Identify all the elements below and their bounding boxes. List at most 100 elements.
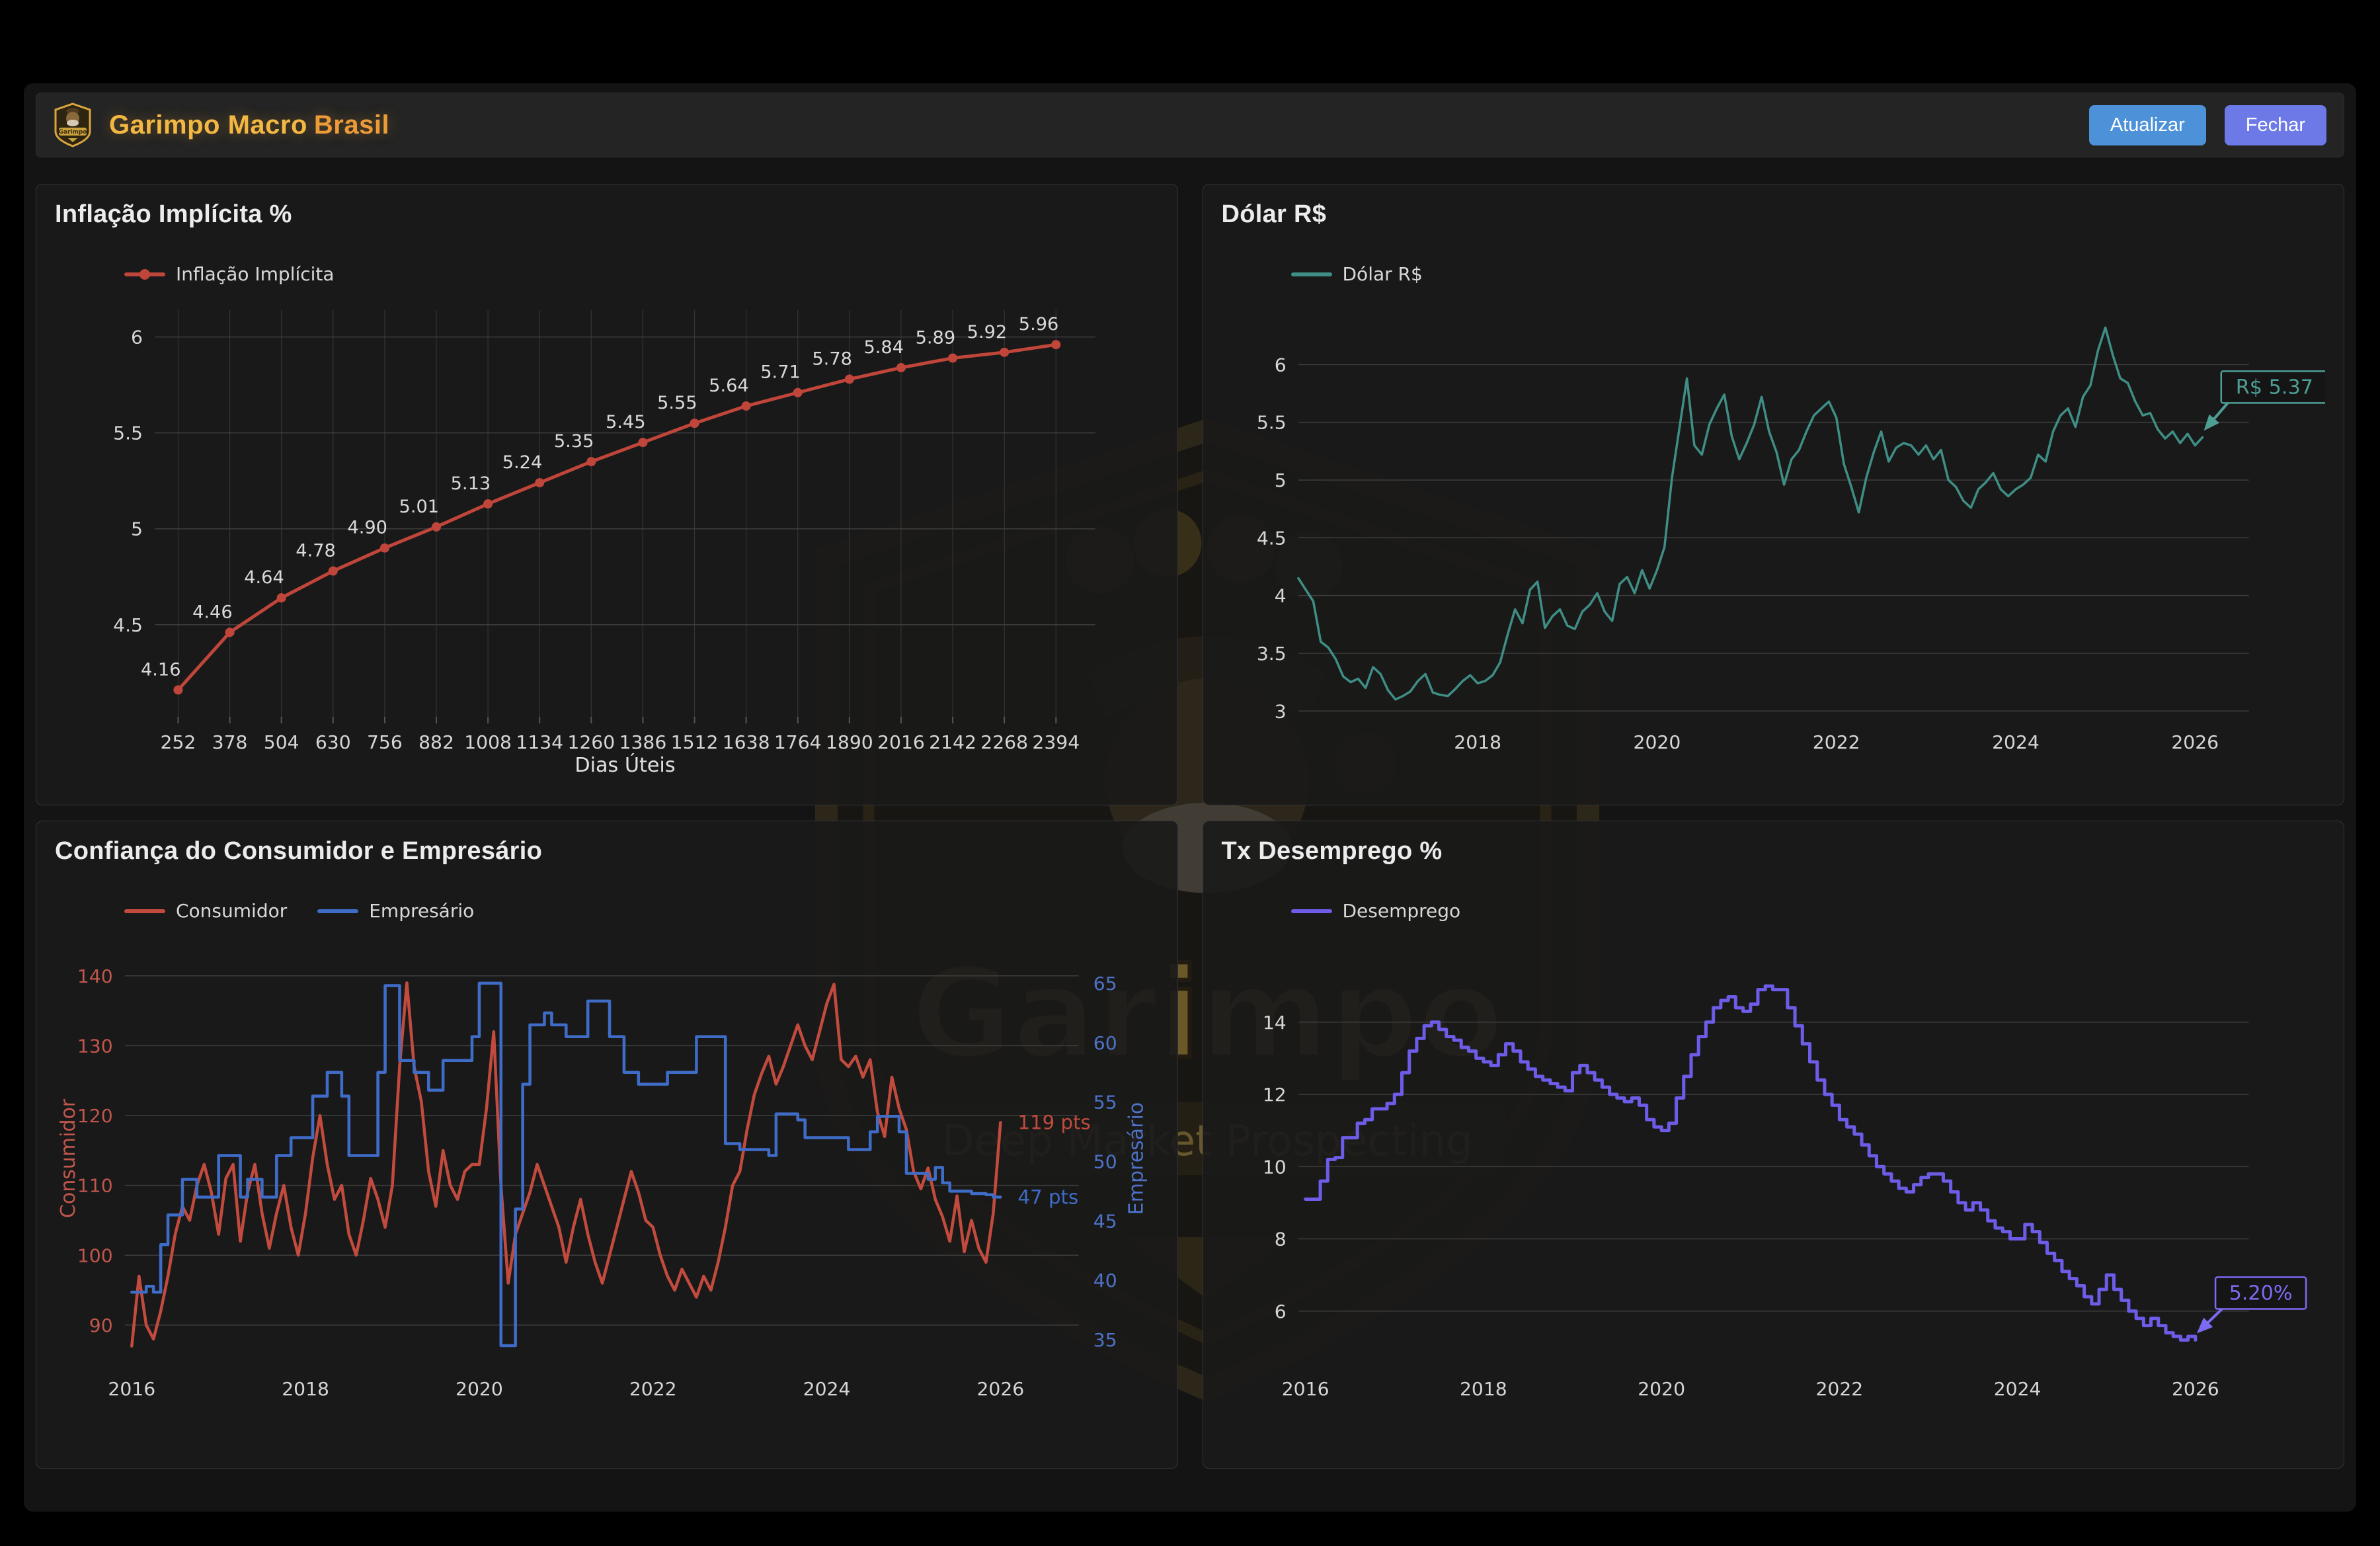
svg-text:1260: 1260 — [567, 731, 615, 753]
x-axis-labels: 2018 2020 2022 2024 2026 — [1454, 731, 2219, 753]
svg-text:5.35: 5.35 — [554, 431, 594, 452]
legend-line-marker-icon — [1290, 272, 1332, 276]
panel-title-dolar: Dólar R$ — [1221, 200, 1327, 228]
panel-desemprego: Tx Desemprego % Desemprego 6 8 10 12 14 2016 2… — [1202, 821, 2344, 1469]
legend-line-marker-icon — [1290, 909, 1332, 913]
legend-item-dolar[interactable]: Dólar R$ — [1290, 263, 1423, 285]
legend-label: Empresário — [369, 900, 475, 922]
svg-text:2022: 2022 — [629, 1378, 677, 1400]
svg-text:6: 6 — [1274, 1301, 1286, 1322]
panel-dolar: Dólar R$ Dólar R$ 3 3.5 4 4.5 5 5.5 6 2018 2020 2… — [1202, 184, 2344, 805]
y-axis-left-title: Consumidor — [57, 1098, 80, 1218]
svg-text:3: 3 — [1274, 700, 1286, 722]
legend-item-desemprego[interactable]: Desemprego — [1290, 900, 1460, 922]
svg-text:4.90: 4.90 — [347, 518, 387, 538]
data-point-marker — [328, 566, 338, 576]
legend-desemprego: Desemprego — [1290, 900, 2326, 922]
svg-text:100: 100 — [77, 1244, 113, 1266]
svg-text:1890: 1890 — [826, 731, 873, 753]
garimpo-logo-icon: Garimpo — [54, 102, 91, 147]
svg-text:6: 6 — [131, 327, 143, 348]
svg-text:2024: 2024 — [1993, 1378, 2041, 1400]
legend-confianca: Consumidor Empresário — [124, 900, 1159, 922]
tooltip-callout: 5.20% — [2196, 1276, 2307, 1334]
svg-text:1386: 1386 — [619, 731, 667, 753]
legend-label: Consumidor — [176, 900, 288, 922]
panel-title-inflacao: Inflação Implícita % — [55, 200, 292, 228]
legend-item-consumidor[interactable]: Consumidor — [124, 900, 287, 922]
svg-text:2026: 2026 — [976, 1378, 1024, 1400]
svg-text:5.84: 5.84 — [863, 337, 904, 358]
y-axis-left-labels: 4.5 5 5.5 6 — [113, 327, 143, 636]
data-point-marker — [535, 478, 545, 488]
svg-text:504: 504 — [264, 731, 299, 753]
app-title: Garimpo Macro Brasil — [109, 110, 389, 140]
legend-item-inflacao[interactable]: Inflação Implícita — [124, 263, 335, 285]
data-point-marker — [483, 499, 493, 509]
data-point-marker — [638, 438, 648, 448]
svg-text:252: 252 — [161, 731, 196, 753]
svg-text:5.5: 5.5 — [1256, 412, 1286, 434]
chart-inflacao[interactable]: 4.5 5 5.5 6 252 378 504 630 756 882 1008 1134 1260 13… — [55, 290, 1159, 780]
svg-text:140: 140 — [77, 965, 113, 987]
panel-title-confianca: Confiança do Consumidor e Empresário — [55, 837, 543, 865]
svg-text:5: 5 — [1274, 469, 1286, 491]
x-axis-labels: 2016 2018 2020 2022 2024 2026 — [1281, 1378, 2219, 1400]
svg-text:5.55: 5.55 — [657, 393, 697, 413]
svg-text:2018: 2018 — [1459, 1378, 1507, 1400]
series-end-label: 119 pts — [1018, 1112, 1091, 1134]
legend-line-marker-icon — [124, 909, 165, 913]
svg-text:2020: 2020 — [1638, 1378, 1685, 1400]
svg-text:60: 60 — [1093, 1032, 1117, 1054]
svg-text:756: 756 — [367, 731, 403, 753]
legend-item-empresario[interactable]: Empresário — [317, 900, 474, 922]
app-title-accent: Brasil — [313, 110, 390, 140]
data-labels: 4.16 4.46 4.64 4.78 4.90 5.01 5.13 5.24 5.35 5.45… — [141, 314, 1058, 680]
panel-title-desemprego: Tx Desemprego % — [1221, 837, 1443, 865]
chart-dolar[interactable]: 3 3.5 4 4.5 5 5.5 6 2018 2020 2022 2024 2026 R$ 5.37 — [1222, 290, 2326, 780]
data-point-marker — [948, 353, 958, 363]
panel-inflacao: Inflação Implícita % Inflação Implícita … — [36, 184, 1178, 805]
svg-text:12: 12 — [1262, 1084, 1286, 1106]
gridlines — [1298, 1022, 2249, 1312]
svg-text:4.78: 4.78 — [296, 541, 336, 561]
svg-text:5.96: 5.96 — [1019, 314, 1059, 335]
svg-text:1638: 1638 — [723, 731, 770, 753]
svg-text:3.5: 3.5 — [1256, 643, 1286, 665]
data-point-marker — [1000, 347, 1010, 357]
atualizar-button[interactable]: Atualizar — [2088, 104, 2206, 145]
svg-text:8: 8 — [1274, 1229, 1286, 1250]
chart-desemprego[interactable]: 6 8 10 12 14 2016 2018 2020 2022 2024 2026 5.20% — [1222, 927, 2326, 1449]
data-point-marker — [225, 628, 235, 637]
fechar-button[interactable]: Fechar — [2224, 104, 2326, 145]
svg-text:882: 882 — [418, 731, 454, 753]
svg-text:4.5: 4.5 — [113, 614, 143, 636]
svg-text:50: 50 — [1093, 1151, 1117, 1173]
legend-label: Inflação Implícita — [176, 263, 335, 285]
svg-text:14: 14 — [1262, 1012, 1286, 1034]
legend-line-marker-icon — [124, 272, 165, 276]
legend-label: Dólar R$ — [1342, 263, 1423, 285]
svg-text:2142: 2142 — [929, 731, 976, 753]
svg-text:378: 378 — [212, 731, 248, 753]
y-axis-left-labels: 90 100 110 120 130 140 — [77, 965, 113, 1336]
tooltip-callout: R$ 5.37 — [2203, 370, 2325, 431]
svg-text:2022: 2022 — [1812, 731, 1860, 753]
svg-text:45: 45 — [1093, 1210, 1117, 1232]
logo-banner-text: Garimpo — [59, 129, 87, 136]
data-point-marker — [173, 685, 183, 695]
svg-text:5: 5 — [131, 518, 143, 540]
y-axis-right-labels: 35 40 45 50 55 60 65 — [1093, 973, 1117, 1351]
svg-text:4: 4 — [1274, 585, 1286, 607]
svg-text:6: 6 — [1274, 354, 1286, 376]
svg-text:R$ 5.37: R$ 5.37 — [2235, 376, 2313, 399]
svg-text:630: 630 — [315, 731, 351, 753]
data-point-marker — [690, 419, 699, 428]
svg-text:2020: 2020 — [1633, 731, 1681, 753]
gridlines — [155, 310, 1095, 717]
svg-text:5.71: 5.71 — [760, 362, 801, 383]
svg-text:65: 65 — [1093, 973, 1117, 995]
y-axis-left-labels: 6 8 10 12 14 — [1262, 1012, 1286, 1322]
y-axis-left-labels: 3 3.5 4 4.5 5 5.5 6 — [1256, 354, 1286, 722]
